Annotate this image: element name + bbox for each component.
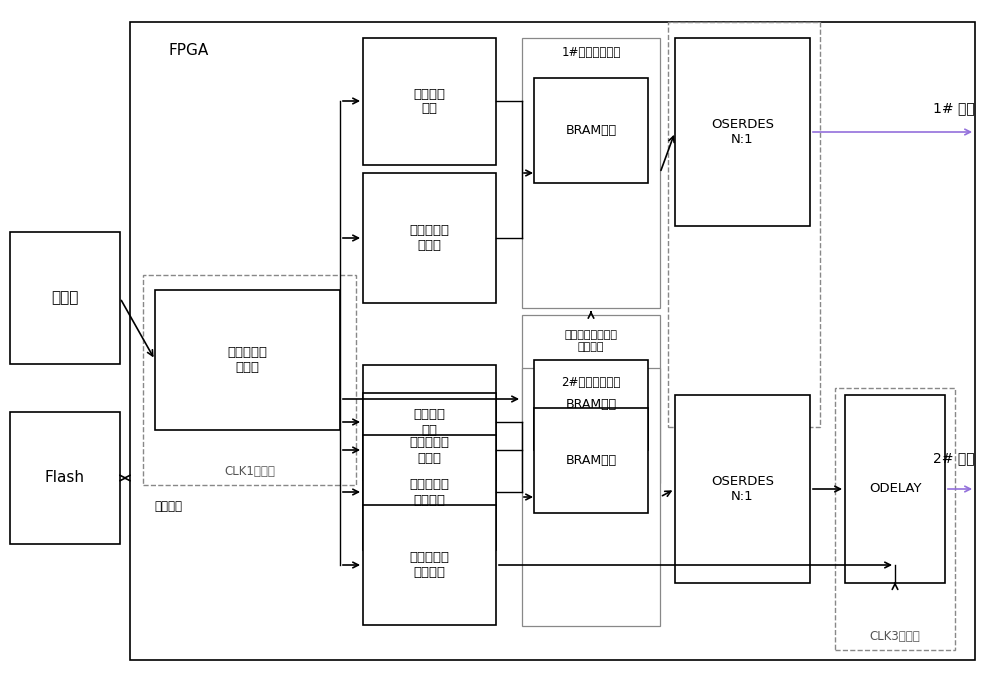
- Bar: [10, 412, 120, 544]
- Text: 上位机: 上位机: [51, 291, 79, 306]
- Bar: [10, 232, 120, 364]
- Bar: [534, 78, 648, 183]
- Text: 脉宽信息
单元: 脉宽信息 单元: [414, 87, 446, 116]
- Text: 主时钟域: 主时钟域: [154, 500, 182, 513]
- Bar: [155, 290, 340, 430]
- Bar: [522, 315, 660, 483]
- Text: 脉冲周期信
息单元: 脉冲周期信 息单元: [410, 224, 450, 252]
- Bar: [363, 435, 496, 550]
- Text: BRAM阵列: BRAM阵列: [565, 398, 617, 411]
- Bar: [363, 38, 496, 165]
- Bar: [363, 173, 496, 303]
- Bar: [363, 505, 496, 625]
- Text: Flash: Flash: [45, 471, 85, 486]
- Bar: [668, 22, 820, 427]
- Text: 光栅位置信息存储
控制单元: 光栅位置信息存储 控制单元: [564, 330, 618, 352]
- Bar: [143, 275, 356, 485]
- Bar: [522, 38, 660, 308]
- Text: 第二级时延
信息单元: 第二级时延 信息单元: [410, 551, 450, 579]
- Text: 脉冲周期信
息单元: 脉冲周期信 息单元: [410, 437, 450, 464]
- Bar: [675, 395, 810, 583]
- Bar: [845, 395, 945, 583]
- Bar: [363, 393, 496, 508]
- Bar: [835, 388, 955, 650]
- Text: 脉宽信息
单元: 脉宽信息 单元: [414, 409, 446, 437]
- Text: 1#脉冲控制单元: 1#脉冲控制单元: [561, 46, 621, 59]
- Text: CLK3时钟域: CLK3时钟域: [870, 630, 920, 643]
- Bar: [534, 408, 648, 513]
- Text: 1# 脉冲: 1# 脉冲: [933, 101, 975, 115]
- Bar: [675, 38, 810, 226]
- Text: OSERDES
N:1: OSERDES N:1: [711, 118, 774, 146]
- Text: FPGA: FPGA: [168, 43, 208, 58]
- Bar: [130, 22, 975, 660]
- Text: ODELAY: ODELAY: [869, 483, 921, 496]
- Text: 2#脉冲控制单元: 2#脉冲控制单元: [561, 376, 621, 389]
- Text: OSERDES
N:1: OSERDES N:1: [711, 475, 774, 503]
- Text: BRAM阵列: BRAM阵列: [565, 124, 617, 137]
- Text: 第一级时延
信息单元: 第一级时延 信息单元: [410, 479, 450, 507]
- Bar: [534, 360, 648, 450]
- Bar: [363, 365, 496, 480]
- Text: CLK1时钟域: CLK1时钟域: [224, 465, 275, 478]
- Text: 配置信息解
析单元: 配置信息解 析单元: [228, 346, 268, 374]
- Text: CLK2时钟域: CLK2时钟域: [719, 407, 769, 420]
- Text: BRAM阵列: BRAM阵列: [565, 454, 617, 467]
- Bar: [522, 368, 660, 626]
- Text: 2# 脉冲: 2# 脉冲: [933, 451, 975, 465]
